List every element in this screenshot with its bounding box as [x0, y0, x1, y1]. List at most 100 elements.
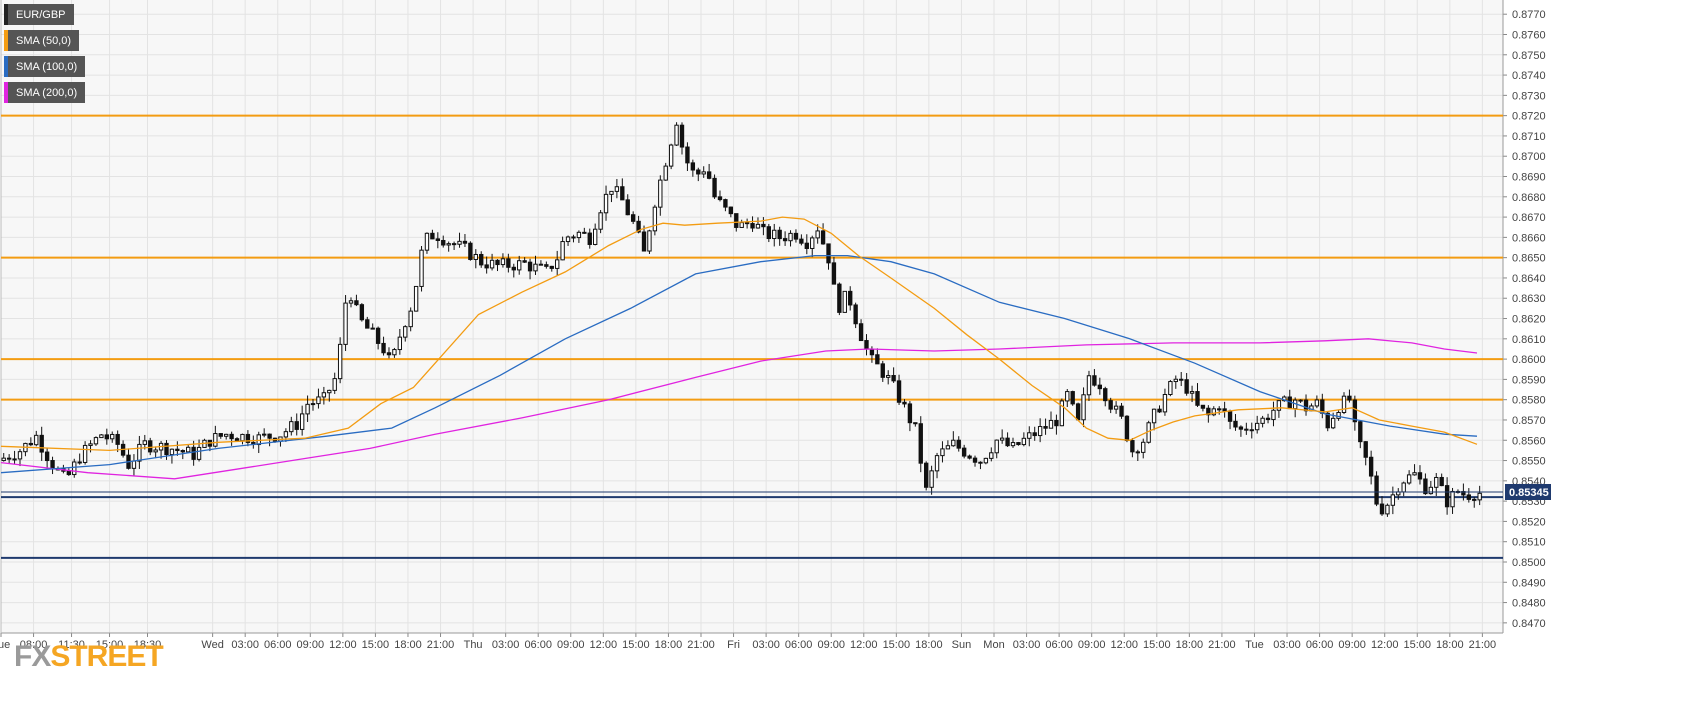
candle-down [831, 262, 837, 285]
candle-up [994, 439, 999, 454]
x-tick-label: 03:00 [1013, 639, 1041, 651]
legend-item-sma200[interactable]: SMA (200,0) [4, 82, 86, 103]
x-tick-label: 11:30 [58, 639, 85, 651]
candle-down [620, 186, 625, 201]
x-tick-label: 15:00 [622, 639, 650, 651]
candle-down [451, 243, 457, 246]
candle-up [609, 190, 614, 195]
candle-up [755, 223, 761, 229]
candle-down [1265, 417, 1271, 421]
x-tick-label: 18:00 [915, 639, 943, 651]
y-tick-label: 0.8740 [1512, 70, 1546, 82]
candle-down [1472, 498, 1477, 501]
candle-down [549, 265, 554, 269]
y-tick-label: 0.8490 [1512, 577, 1546, 589]
candle-up [945, 445, 951, 450]
candle-down [1097, 384, 1103, 390]
sma50-line [0, 216, 1478, 452]
candle-up [614, 186, 620, 192]
candle-down [148, 440, 153, 453]
candle-down [1157, 408, 1162, 413]
candle-down [359, 304, 365, 321]
candle-down [484, 264, 489, 269]
candle-down [848, 290, 853, 306]
legend-item-pair[interactable]: EUR/GBP [4, 4, 74, 25]
candle-down [1423, 478, 1428, 495]
candle-up [316, 396, 321, 405]
candle-up [196, 446, 202, 460]
candle-down [6, 457, 12, 460]
candle-down [1135, 451, 1140, 454]
candle-down [1325, 412, 1330, 429]
candle-down [1466, 494, 1471, 500]
candle-up [1027, 432, 1032, 439]
candle-down [582, 231, 587, 234]
legend-label-sma100: SMA (100,0) [16, 60, 78, 73]
legend-swatch-sma200 [4, 82, 8, 103]
candle-up [327, 389, 332, 394]
fxstreet-logo: FXSTREET [14, 640, 164, 674]
candle-down [880, 363, 885, 378]
candle-up [1037, 426, 1043, 437]
candle-up [397, 336, 403, 351]
candle-up [332, 378, 337, 391]
candle-down [717, 196, 723, 201]
x-tick-label: Wed [201, 639, 223, 651]
y-tick-label: 0.8730 [1512, 90, 1546, 102]
candle-up [99, 434, 104, 439]
candle-down [961, 447, 967, 457]
candle-up [403, 326, 408, 338]
x-tick-label: 21:00 [687, 639, 715, 651]
candle-up [1450, 490, 1455, 508]
candle-down [891, 375, 896, 382]
candle-down [430, 232, 435, 240]
x-tick-label: 06:00 [1306, 639, 1334, 651]
candle-up [517, 260, 522, 271]
candle-down [115, 433, 120, 445]
legend-label-sma200: SMA (200,0) [16, 86, 78, 99]
candle-down [370, 327, 375, 330]
candle-down [522, 260, 527, 263]
candle-down [191, 446, 196, 460]
candle-down [1092, 375, 1097, 386]
legend-item-sma50[interactable]: SMA (50,0) [4, 30, 80, 51]
candle-up [1162, 394, 1168, 413]
candle-up [1401, 482, 1406, 493]
candle-up [131, 460, 137, 469]
candle-down [1352, 399, 1358, 423]
candle-down [696, 169, 701, 175]
legend-item-sma100[interactable]: SMA (100,0) [4, 56, 86, 77]
candle-down [1043, 426, 1048, 429]
y-tick-label: 0.8640 [1512, 273, 1546, 285]
candle-down [1439, 476, 1444, 487]
y-tick-label: 0.8670 [1512, 212, 1546, 224]
x-tick-label: 12:00 [329, 639, 357, 651]
candle-up [533, 263, 538, 272]
candle-up [321, 392, 327, 398]
candle-down [1363, 441, 1368, 458]
candle-down [381, 342, 386, 354]
y-tick-label: 0.8720 [1512, 111, 1546, 123]
candle-up [419, 249, 424, 287]
candle-up [1390, 494, 1396, 506]
candle-down [495, 259, 500, 266]
y-tick-label: 0.8710 [1512, 131, 1546, 143]
x-tick-label: 06:00 [264, 639, 292, 651]
candle-up [1065, 391, 1070, 402]
candle-down [723, 199, 728, 208]
candle-down [967, 455, 972, 459]
candle-up [1141, 441, 1146, 453]
candle-up [348, 300, 354, 304]
candle-up [473, 253, 478, 260]
candle-up [305, 403, 310, 415]
candle-up [153, 449, 158, 453]
candle-up [1059, 400, 1065, 427]
candle-down [902, 401, 907, 405]
candle-up [1113, 405, 1119, 410]
candle-down [441, 239, 446, 246]
y-tick-label: 0.8650 [1512, 253, 1546, 265]
candle-down [462, 240, 468, 244]
x-tick-label: 12:00 [1371, 639, 1399, 651]
candle-up [1330, 417, 1336, 429]
candle-up [489, 259, 495, 269]
